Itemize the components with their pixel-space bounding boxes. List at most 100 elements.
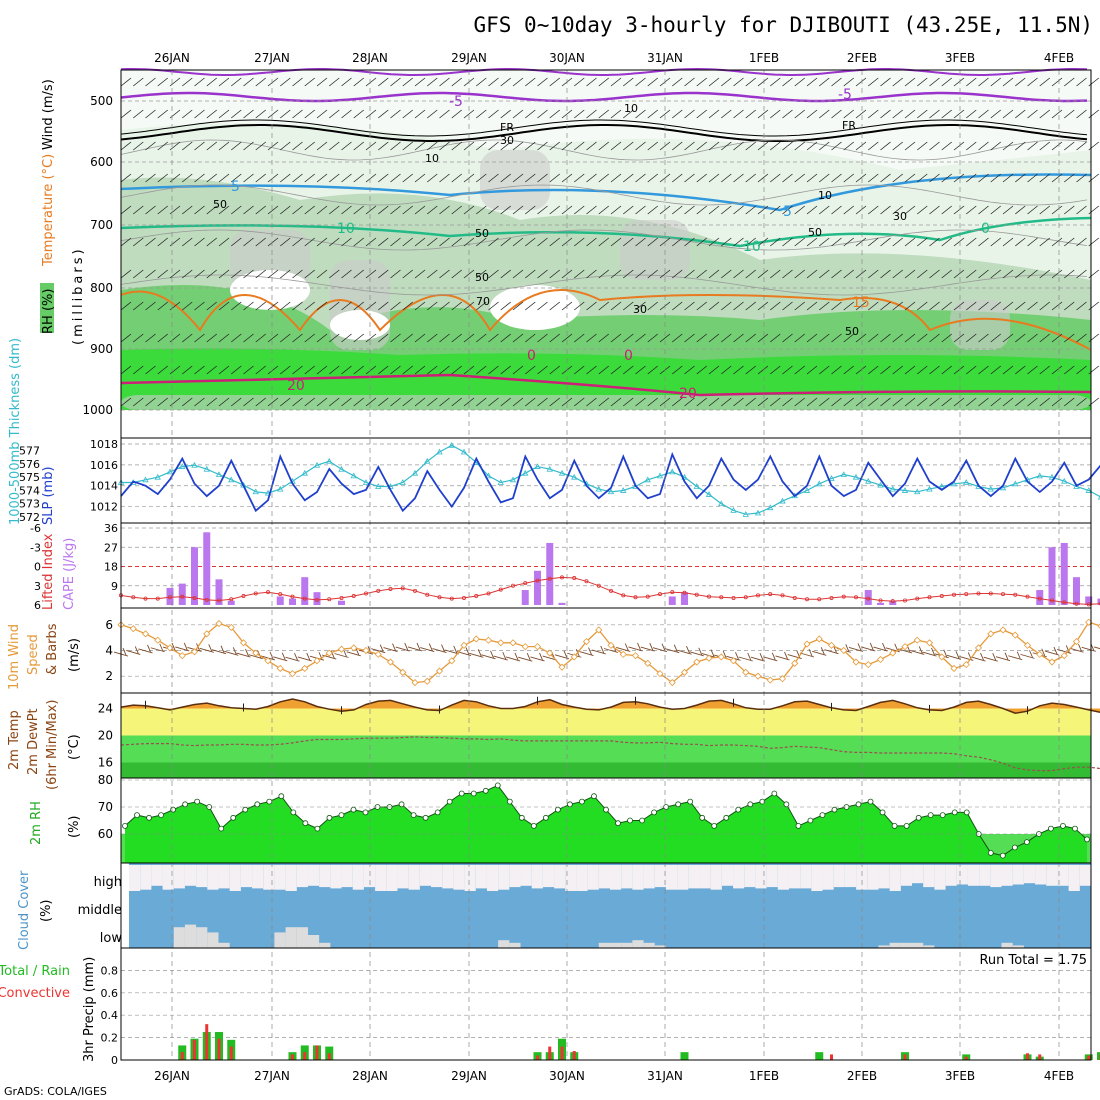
wind-barb <box>868 173 879 183</box>
cloud-high-bar <box>129 865 141 891</box>
frame-precip <box>120 947 1092 1061</box>
wind-barb <box>243 173 254 183</box>
wind-barb <box>647 205 658 215</box>
wind-barb <box>1064 109 1075 119</box>
wind10-point <box>950 664 958 673</box>
wind10-point <box>570 653 578 661</box>
wind-barb <box>1027 365 1038 375</box>
wind-barb <box>231 269 242 279</box>
wind-barb <box>316 237 328 247</box>
wind10-barb-feather <box>1016 651 1021 659</box>
wind-barb <box>255 205 266 215</box>
wind-barb <box>684 333 695 343</box>
wind10-point <box>313 657 321 665</box>
ylabel-pressure: (millibars) <box>71 246 86 345</box>
wind-barb <box>610 333 622 343</box>
wind-barb <box>892 301 903 311</box>
wind-barb <box>672 301 683 311</box>
wind-barb <box>966 109 977 119</box>
cloud-high-bar <box>173 865 185 889</box>
wind-barb <box>953 205 965 215</box>
wind10-barb-feather <box>931 647 935 656</box>
wind-barb <box>206 77 217 87</box>
wind-barb <box>427 365 438 375</box>
wind-barb <box>549 173 560 183</box>
wind-barb <box>978 109 989 119</box>
wind-barb <box>500 237 511 247</box>
wind-barb <box>917 333 928 343</box>
cloud-low-bar <box>632 940 644 948</box>
wind-barb <box>488 173 499 183</box>
wind-barb <box>329 397 340 407</box>
wind10-point <box>362 646 370 655</box>
wind-barb <box>929 269 940 279</box>
thickness-point <box>1073 483 1080 489</box>
wind-barb <box>623 109 634 119</box>
li-point <box>1062 600 1067 605</box>
wind-barb <box>770 365 781 375</box>
li-point <box>596 583 601 588</box>
wind-barb <box>488 397 499 407</box>
thickness-point <box>852 473 860 480</box>
wind-barb <box>708 77 720 87</box>
wind-barb <box>316 141 328 151</box>
rh-clear-patch-0 <box>490 285 580 330</box>
wind10m-panel: 642 <box>105 618 1100 687</box>
wind-barb <box>133 141 144 151</box>
cloud-high-bar <box>162 865 174 890</box>
li-point <box>939 594 944 599</box>
thickness-point <box>595 485 602 492</box>
wind-barb <box>635 173 646 183</box>
rh2m-point <box>771 790 778 797</box>
thickness-point <box>375 483 382 489</box>
precip-convective-bar <box>1087 1055 1091 1060</box>
wind-barb <box>647 237 658 247</box>
wind-barb <box>537 173 548 183</box>
wind-barb <box>708 269 720 279</box>
wind-barb <box>1076 269 1087 279</box>
wind-barb <box>512 301 524 311</box>
wind10-point <box>472 635 480 643</box>
wind10-point <box>778 675 787 683</box>
li-point <box>792 595 797 600</box>
contour-label-rh-10b: 10 <box>425 152 439 165</box>
li-point <box>535 578 540 583</box>
thickness-point <box>509 476 517 483</box>
cloud-high-bar <box>934 865 946 890</box>
cloud-high-bar <box>1046 865 1058 886</box>
wind10-point <box>1060 652 1068 660</box>
wind-barb <box>218 173 230 183</box>
wind-barb <box>647 269 658 279</box>
wind-barb <box>1027 301 1038 311</box>
wind-barb <box>941 109 952 119</box>
thickness-point <box>215 471 223 477</box>
wind-barb <box>341 269 352 279</box>
wind10-point <box>852 658 860 666</box>
contour-label-t-minus5b: -5 <box>838 87 852 103</box>
li-point <box>829 595 834 600</box>
wind-barb <box>733 173 744 183</box>
contour-label-rh-10a: 10 <box>624 102 638 115</box>
wind-barb <box>231 109 242 119</box>
wind-barb <box>353 269 364 279</box>
wind10-point <box>276 664 284 673</box>
cloud-high-bar <box>777 865 789 890</box>
panel-frames <box>120 69 1092 1061</box>
wind10-point <box>693 658 701 666</box>
wind-barb <box>966 205 977 215</box>
wind-barb <box>231 365 242 375</box>
rh-contour-line-0 <box>120 139 1088 161</box>
cloud-high-bar <box>140 865 152 890</box>
wind-barb <box>157 269 168 279</box>
wind-barb <box>672 269 683 279</box>
wind-barb <box>917 141 928 151</box>
wind-barb <box>855 333 867 343</box>
li-point <box>474 594 479 599</box>
wind-barb <box>353 301 364 311</box>
wind10-point <box>595 626 603 634</box>
wind-barb <box>316 205 328 215</box>
wind10-point <box>803 640 811 648</box>
wind10-barb <box>248 654 263 660</box>
wind-barb <box>292 333 303 343</box>
wind-barb <box>831 237 842 247</box>
